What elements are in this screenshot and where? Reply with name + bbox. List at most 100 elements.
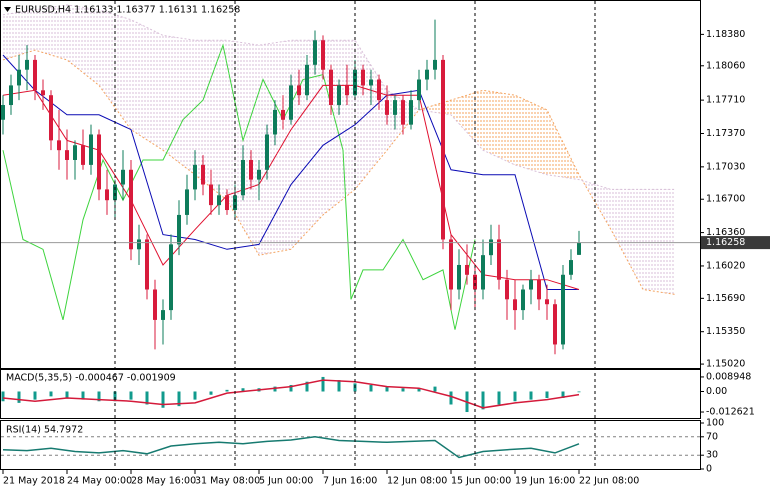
rsi-title: RSI(14) 54.7972 bbox=[6, 425, 83, 436]
candle-body bbox=[105, 189, 109, 201]
macd-bar bbox=[177, 391, 181, 407]
ichimoku-cloud bbox=[483, 90, 515, 165]
x-tick-label: 7 Jun 16:00 bbox=[323, 476, 377, 487]
candle-body bbox=[545, 299, 549, 305]
candle-body bbox=[49, 95, 53, 141]
candle-body bbox=[273, 109, 277, 135]
candle-body bbox=[145, 239, 149, 290]
candle-body bbox=[129, 169, 133, 250]
macd-bar bbox=[545, 391, 549, 398]
y-tick-label: 1.15020 bbox=[706, 359, 745, 370]
macd-bar bbox=[49, 391, 53, 397]
macd-bar bbox=[529, 391, 533, 400]
macd-bar bbox=[81, 391, 85, 400]
candle-body bbox=[1, 105, 5, 120]
candle-body bbox=[217, 195, 221, 206]
y-tick-label: 70 bbox=[706, 431, 718, 442]
candle-body bbox=[257, 169, 261, 180]
candle-body bbox=[465, 264, 469, 275]
candle-body bbox=[249, 159, 253, 180]
macd-bar bbox=[65, 391, 69, 398]
current-price-box bbox=[701, 236, 770, 250]
macd-bar bbox=[417, 388, 421, 392]
candle-body bbox=[497, 239, 501, 280]
candle-body bbox=[481, 255, 485, 290]
candle-body bbox=[121, 169, 125, 185]
candle-body bbox=[457, 264, 461, 290]
macd-bar bbox=[577, 391, 581, 393]
candle-body bbox=[81, 145, 85, 165]
candle-body bbox=[65, 150, 69, 160]
macd-bar bbox=[561, 391, 565, 398]
macd-bar bbox=[401, 388, 405, 392]
macd-bar bbox=[113, 391, 117, 402]
y-tick-label: 0.008948 bbox=[706, 371, 751, 382]
candle-body bbox=[409, 100, 413, 125]
candle-body bbox=[553, 304, 557, 345]
candle-body bbox=[401, 100, 405, 125]
candle-body bbox=[561, 274, 565, 345]
ichimoku-cloud bbox=[515, 95, 547, 175]
candle-body bbox=[361, 69, 365, 86]
candle-body bbox=[393, 100, 397, 115]
x-tick-label: 15 Jun 00:00 bbox=[451, 476, 511, 487]
ichimoku-cloud bbox=[259, 40, 291, 256]
candle-body bbox=[57, 140, 61, 151]
x-tick-label: 22 Jun 08:00 bbox=[579, 476, 639, 487]
candle-body bbox=[281, 109, 285, 120]
candle-body bbox=[153, 289, 157, 320]
macd-title: MACD(5,35,5) -0.000467 -0.001909 bbox=[6, 373, 176, 384]
macd-bar bbox=[161, 391, 165, 408]
ichimoku-cloud bbox=[67, 4, 99, 86]
plot-layer: 1.18380 1.18060 1.17710 1.17370 1.17030 1.167… bbox=[0, 4, 755, 475]
candle-body bbox=[449, 239, 453, 290]
macd-bar bbox=[241, 388, 245, 392]
candle-body bbox=[17, 69, 21, 86]
candle-body bbox=[569, 260, 573, 275]
macd-bar bbox=[1, 391, 5, 402]
y-tick-label: 1.18060 bbox=[706, 60, 745, 71]
candle-body bbox=[505, 279, 509, 300]
candle-body bbox=[473, 274, 477, 290]
candle-body bbox=[337, 85, 341, 106]
candle-body bbox=[73, 145, 77, 160]
macd-bar bbox=[289, 384, 293, 392]
candle-body bbox=[9, 85, 13, 106]
macd-bar bbox=[385, 386, 389, 392]
macd-bar bbox=[433, 386, 437, 392]
candle-body bbox=[161, 310, 165, 320]
macd-bar bbox=[497, 391, 501, 405]
x-tick-label: 12 Jun 08:00 bbox=[387, 476, 447, 487]
ichimoku-cloud bbox=[611, 189, 643, 290]
x-tick-label: 24 May 00:00 bbox=[67, 476, 132, 487]
y-tick-label: 1.17710 bbox=[706, 95, 745, 106]
candle-body bbox=[265, 134, 269, 170]
candle-body bbox=[345, 85, 349, 96]
candle-body bbox=[377, 79, 381, 101]
y-tick-label: -0.012621 bbox=[706, 407, 755, 418]
candle-body bbox=[289, 85, 293, 120]
y-tick-label: 0 bbox=[706, 464, 712, 475]
macd-bar bbox=[481, 391, 485, 410]
candle-body bbox=[41, 90, 45, 96]
ichimoku-cloud bbox=[35, 4, 67, 60]
x-tick-label: 21 May 2018 bbox=[3, 476, 65, 487]
macd-bar bbox=[209, 391, 213, 395]
candle-body bbox=[137, 239, 141, 250]
macd-bar bbox=[97, 391, 101, 402]
candle-body bbox=[385, 100, 389, 115]
candle-body bbox=[489, 239, 493, 256]
macd-bar bbox=[513, 391, 517, 402]
macd-signal bbox=[2, 379, 580, 409]
macd-bar bbox=[33, 391, 37, 400]
macd-bar bbox=[17, 391, 21, 403]
ichimoku-cloud bbox=[163, 35, 195, 175]
candle-body bbox=[425, 69, 429, 80]
candle-body bbox=[97, 134, 101, 190]
ichimoku-cloud bbox=[547, 109, 579, 180]
candle-body bbox=[441, 59, 445, 240]
y-tick-label: 1.18380 bbox=[706, 29, 745, 40]
y-tick-label: 0.00 bbox=[706, 386, 727, 397]
